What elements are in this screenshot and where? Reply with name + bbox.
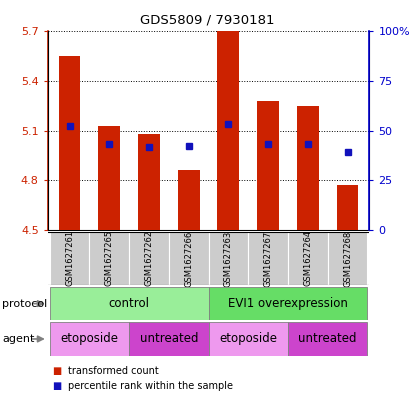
Text: ■: ■	[52, 366, 61, 376]
Text: etoposide: etoposide	[219, 332, 277, 345]
Text: GSM1627264: GSM1627264	[303, 230, 312, 286]
Bar	[248, 232, 288, 285]
Bar	[129, 232, 169, 285]
Bar	[50, 232, 89, 285]
Text: control: control	[109, 297, 150, 310]
Text: agent: agent	[2, 334, 34, 344]
Bar	[297, 106, 319, 230]
Bar	[89, 232, 129, 285]
Text: untreated: untreated	[298, 332, 357, 345]
Bar	[288, 322, 367, 356]
Bar	[209, 232, 248, 285]
Text: GSM1627268: GSM1627268	[343, 230, 352, 286]
Bar	[257, 101, 279, 230]
Text: GSM1627262: GSM1627262	[144, 230, 154, 286]
Text: GSM1627261: GSM1627261	[65, 230, 74, 286]
Bar	[169, 232, 209, 285]
Text: transformed count: transformed count	[68, 366, 159, 376]
Text: percentile rank within the sample: percentile rank within the sample	[68, 381, 234, 391]
Bar	[50, 287, 209, 320]
Text: GSM1627266: GSM1627266	[184, 230, 193, 286]
Bar	[328, 232, 367, 285]
Text: ■: ■	[52, 381, 61, 391]
Text: GSM1627267: GSM1627267	[264, 230, 273, 286]
Bar	[288, 232, 328, 285]
Text: GDS5809 / 7930181: GDS5809 / 7930181	[140, 14, 275, 27]
Text: untreated: untreated	[139, 332, 198, 345]
Bar	[59, 56, 81, 230]
Bar	[98, 126, 120, 230]
Bar	[129, 322, 209, 356]
Bar	[217, 31, 239, 230]
Text: GSM1627265: GSM1627265	[105, 230, 114, 286]
Text: EVI1 overexpression: EVI1 overexpression	[228, 297, 348, 310]
Text: protocol: protocol	[2, 299, 47, 309]
Bar	[178, 171, 200, 230]
Bar	[138, 134, 160, 230]
Text: GSM1627263: GSM1627263	[224, 230, 233, 286]
Text: etoposide: etoposide	[61, 332, 118, 345]
Bar	[209, 287, 367, 320]
Bar	[209, 322, 288, 356]
Bar	[337, 185, 359, 230]
Bar	[50, 322, 129, 356]
